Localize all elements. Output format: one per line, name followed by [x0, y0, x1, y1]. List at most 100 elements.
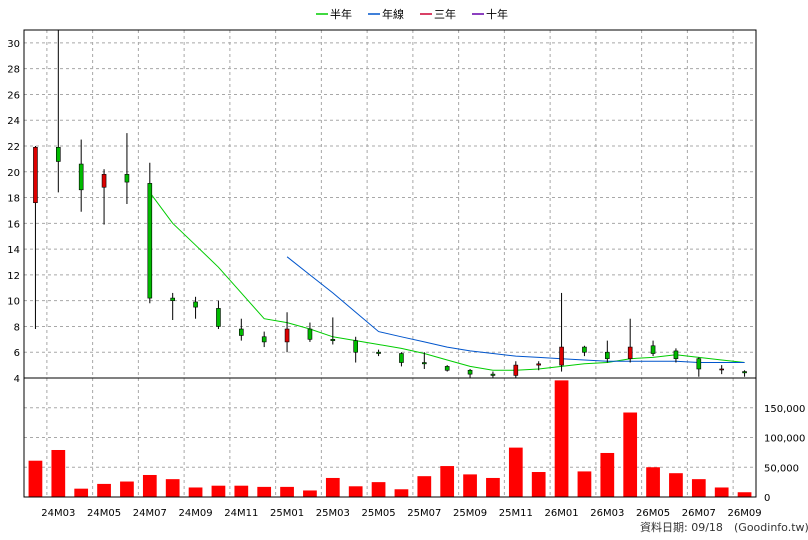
volume-bar: [280, 486, 294, 497]
x-tick-label: 26M01: [545, 508, 579, 519]
x-tick-label: 25M07: [407, 508, 441, 519]
candle-body: [170, 297, 175, 301]
candle-body: [742, 371, 747, 374]
volume-tick-label: 50,000: [764, 463, 799, 474]
candle-body: [147, 183, 153, 299]
x-tick-label: 26M03: [590, 508, 624, 519]
volume-bar: [463, 474, 477, 497]
volume-bar: [28, 460, 43, 497]
volume-bar: [508, 447, 523, 497]
volume-bar: [188, 487, 203, 497]
candle-body: [261, 336, 267, 343]
x-tick-label: 26M05: [636, 508, 670, 519]
price-tick-label: 4: [14, 374, 20, 385]
price-tick-label: 22: [7, 142, 20, 153]
price-plot-frame: [23, 29, 757, 379]
x-tick-label: 25M05: [362, 508, 396, 519]
candle-body: [307, 328, 313, 340]
x-tick-label: 26M09: [728, 508, 762, 519]
candle-body: [490, 373, 496, 376]
price-tick-label: 6: [14, 348, 20, 359]
x-tick-label: 24M07: [133, 508, 167, 519]
moving-average-line: [149, 192, 745, 371]
candle-body: [673, 350, 679, 359]
price-tick-label: 24: [7, 116, 20, 127]
candle-body: [605, 351, 610, 359]
candle-body: [124, 174, 130, 183]
price-gridlines: [24, 30, 756, 379]
volume-bar: [97, 483, 111, 497]
x-tick-label: 24M09: [179, 508, 213, 519]
x-tick-label: 24M05: [87, 508, 121, 519]
volume-bar: [371, 482, 386, 497]
volume-bar: [348, 486, 363, 497]
candle-body: [422, 362, 427, 365]
volume-bar: [234, 485, 249, 497]
candle-body: [536, 363, 541, 366]
candle-body: [719, 368, 724, 371]
moving-average-line: [286, 256, 745, 363]
candle-body: [399, 353, 404, 363]
volume-bar: [669, 473, 683, 497]
price-tick-label: 20: [7, 168, 20, 179]
candle-body: [444, 366, 450, 371]
volume-bar: [714, 487, 729, 497]
volume-bar: [691, 479, 706, 497]
candle-body: [353, 340, 358, 353]
candle-body: [56, 146, 61, 162]
volume-bar: [142, 474, 157, 497]
candle-body: [216, 308, 221, 327]
volume-bar: [577, 471, 592, 497]
volume-bar: [257, 486, 272, 497]
price-tick-label: 18: [7, 194, 20, 205]
chart-legend: 半年 年線 三年 十年: [316, 7, 508, 21]
candle-body: [467, 369, 473, 375]
volume-panel: [28, 380, 752, 497]
candle-body: [650, 345, 656, 354]
x-tick-label: 26M07: [682, 508, 716, 519]
volume-bar: [600, 452, 615, 497]
legend-label: 三年: [434, 7, 456, 21]
volume-tick-label: 100,000: [764, 434, 805, 445]
legend-label: 十年: [486, 7, 508, 21]
candle-body: [330, 339, 336, 341]
price-tick-label: 8: [14, 322, 20, 333]
candle-body: [193, 301, 198, 308]
candle-body: [78, 163, 84, 191]
legend-label: 年線: [382, 7, 404, 21]
x-tick-label: 25M03: [316, 508, 350, 519]
candle-body: [696, 358, 702, 370]
volume-bar: [51, 449, 66, 497]
volume-bar: [165, 479, 180, 497]
candle-body: [284, 328, 290, 343]
volume-bar: [737, 492, 752, 497]
candle-body: [582, 346, 587, 353]
volume-bar: [325, 477, 340, 497]
price-tick-label: 30: [7, 39, 20, 50]
price-panel: [33, 30, 747, 378]
volume-bar: [417, 476, 432, 497]
price-tick-label: 12: [7, 271, 20, 282]
volume-plot-frame: [23, 377, 757, 498]
candle-body: [513, 364, 519, 376]
volume-bar: [303, 490, 317, 497]
volume-bar: [211, 485, 226, 497]
volume-bar: [120, 481, 134, 497]
volume-bar: [486, 477, 500, 497]
volume-bar: [440, 466, 455, 497]
candle-body: [33, 146, 38, 204]
volume-bar: [554, 380, 569, 497]
price-tick-label: 26: [7, 90, 20, 101]
x-tick-label: 25M01: [270, 508, 304, 519]
legend-label: 半年: [330, 7, 352, 21]
price-tick-label: 16: [7, 219, 20, 230]
price-tick-label: 14: [7, 245, 20, 256]
volume-bar: [394, 489, 409, 497]
x-tick-label: 24M11: [224, 508, 258, 519]
candle-body: [101, 174, 107, 188]
x-tick-label: 24M03: [41, 508, 75, 519]
price-tick-label: 10: [7, 297, 20, 308]
volume-tick-label: 0: [764, 493, 770, 504]
candle-body: [376, 351, 381, 354]
